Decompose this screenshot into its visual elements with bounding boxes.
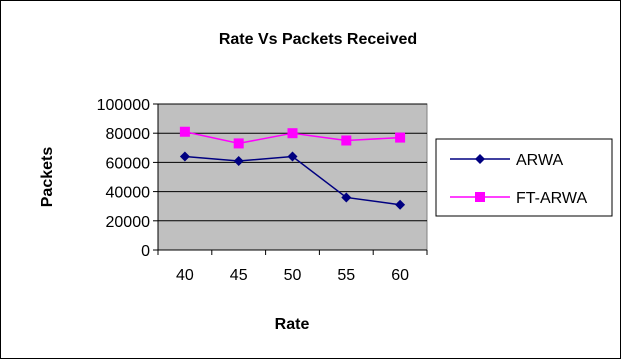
data-point <box>233 155 244 166</box>
data-point <box>179 126 190 137</box>
x-tick-label: 45 <box>230 267 248 284</box>
data-point <box>287 128 298 139</box>
data-point <box>179 151 190 162</box>
legend-marker <box>475 192 485 202</box>
x-axis-title: Rate <box>275 316 310 333</box>
y-tick-label: 40000 <box>106 185 151 202</box>
y-tick-label: 80000 <box>106 126 151 143</box>
legend-label: FT-ARWA <box>516 190 587 207</box>
plot-area <box>157 103 428 251</box>
data-point <box>233 138 244 149</box>
legend: ARWA FT-ARWA <box>450 152 587 207</box>
x-tick-label: 60 <box>391 267 409 284</box>
y-axis-ticks: 0 20000 40000 60000 80000 100000 <box>97 97 158 260</box>
data-point <box>341 135 352 146</box>
legend-label: ARWA <box>516 152 563 169</box>
series-layer <box>179 126 406 210</box>
legend-item: FT-ARWA <box>450 190 587 207</box>
legend-marker <box>475 154 485 164</box>
y-tick-label: 100000 <box>97 97 150 114</box>
series-ft-arwa <box>179 126 406 149</box>
data-point <box>395 199 406 210</box>
data-point <box>341 192 352 203</box>
x-axis-ticks: 40 45 50 55 60 <box>157 250 428 284</box>
x-tick-label: 55 <box>337 267 355 284</box>
y-axis-title: Packets <box>39 147 56 208</box>
legend-item: ARWA <box>450 152 563 169</box>
y-tick-label: 20000 <box>106 214 151 231</box>
x-tick-label: 40 <box>176 267 194 284</box>
data-point <box>287 151 298 162</box>
data-point <box>395 132 406 143</box>
legend-box <box>435 138 613 217</box>
chart-title: Rate Vs Packets Received <box>219 31 417 48</box>
y-tick-label: 60000 <box>106 155 151 172</box>
x-tick-label: 50 <box>284 267 302 284</box>
y-tick-label: 0 <box>141 243 150 260</box>
series-arwa <box>179 151 406 210</box>
gridlines <box>158 103 427 222</box>
